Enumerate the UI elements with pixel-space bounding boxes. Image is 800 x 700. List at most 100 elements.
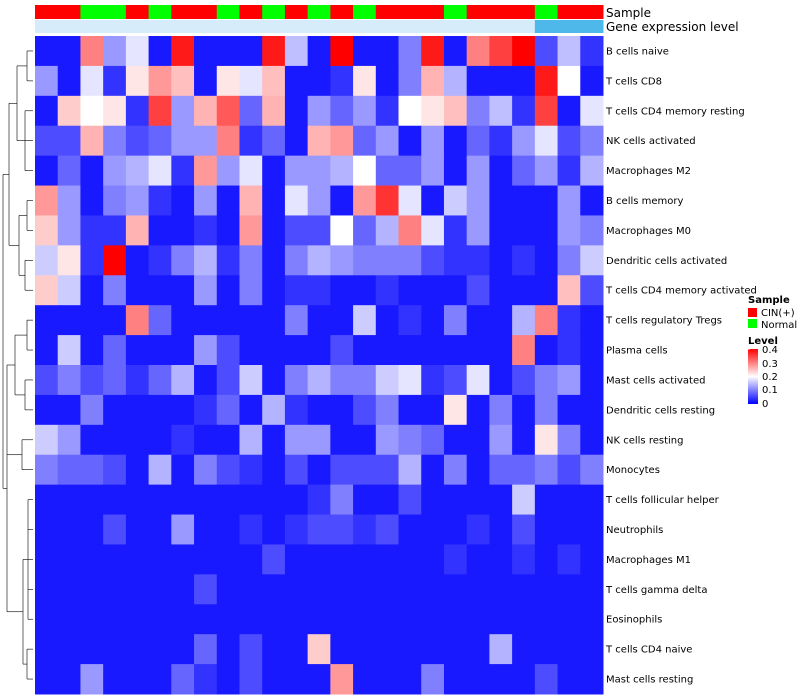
legend-swatch-normal <box>748 319 757 328</box>
heatmap-cell <box>489 215 513 246</box>
heatmap-cell <box>148 664 172 695</box>
heatmap-cell <box>580 215 604 246</box>
heatmap-cell <box>35 215 59 246</box>
heatmap-cell <box>466 335 490 366</box>
heatmap-cell <box>216 65 240 97</box>
heatmap-cell <box>307 634 331 665</box>
heatmap-cell <box>557 544 581 575</box>
heatmap-cell <box>57 245 81 276</box>
heatmap-cell <box>194 604 218 635</box>
heatmap-cell <box>443 155 468 187</box>
heatmap-cell <box>489 484 513 516</box>
expression-annotation-cell <box>148 20 172 33</box>
heatmap-cell <box>375 394 400 426</box>
expression-annotation-cell <box>580 20 604 33</box>
heatmap-cell <box>307 245 331 276</box>
heatmap-cell <box>580 424 604 456</box>
expression-annotation-cell <box>489 20 513 33</box>
heatmap-cell <box>171 95 195 127</box>
expression-annotation-cell <box>216 20 240 33</box>
heatmap-cell <box>330 335 354 366</box>
heatmap-cell <box>580 36 604 67</box>
heatmap-cell <box>534 155 559 187</box>
legend-level-colorbar <box>748 349 758 404</box>
heatmap-cell <box>466 424 490 456</box>
heatmap-cell <box>375 544 400 575</box>
heatmap-cell <box>466 125 490 157</box>
heatmap-cell <box>80 305 104 336</box>
row-label: Plasma cells <box>606 346 668 357</box>
heatmap-cell <box>307 544 331 575</box>
heatmap-cell <box>125 245 150 276</box>
heatmap-cell <box>466 155 490 187</box>
heatmap-cell <box>216 36 240 67</box>
heatmap-cell <box>512 394 536 426</box>
heatmap-cell <box>443 634 468 665</box>
heatmap-cell <box>489 185 513 216</box>
heatmap-cell <box>80 514 104 545</box>
heatmap-cell <box>330 95 354 127</box>
heatmap-cell <box>80 484 104 516</box>
heatmap-cell <box>57 215 81 246</box>
heatmap-cell <box>307 95 331 127</box>
heatmap-cell <box>80 155 104 187</box>
heatmap-cell <box>125 335 150 366</box>
row-label: Mast cells activated <box>606 375 705 386</box>
heatmap-cell <box>353 305 377 336</box>
heatmap-cell <box>57 574 81 605</box>
heatmap-cell <box>580 155 604 187</box>
heatmap-cell <box>443 394 468 426</box>
sample-annotation-cell <box>80 5 104 19</box>
heatmap-cell <box>125 424 150 456</box>
heatmap-cell <box>103 95 127 127</box>
heatmap-cell <box>443 275 468 306</box>
expression-annotation-cell <box>466 20 490 33</box>
heatmap-cell <box>330 125 354 157</box>
heatmap-cell <box>171 36 195 67</box>
heatmap-cell <box>398 125 422 157</box>
expression-annotation-cell <box>35 20 59 33</box>
heatmap-cell <box>512 664 536 695</box>
heatmap-cell <box>125 514 150 545</box>
heatmap-cell <box>489 335 513 366</box>
heatmap-cell <box>125 36 150 67</box>
heatmap-cell <box>421 125 445 157</box>
heatmap-cell <box>534 36 559 67</box>
heatmap-cell <box>57 604 81 635</box>
heatmap-cell <box>330 365 354 396</box>
heatmap-cell <box>171 185 195 216</box>
heatmap-cell <box>284 574 309 605</box>
heatmap-cell <box>80 65 104 97</box>
heatmap-cell <box>353 574 377 605</box>
annotation-label-gene-expression: Gene expression level <box>606 20 739 34</box>
row-label: B cells memory <box>606 196 683 207</box>
heatmap-cell <box>103 215 127 246</box>
heatmap-cell <box>148 514 172 545</box>
heatmap-cell <box>580 305 604 336</box>
heatmap-cell <box>489 125 513 157</box>
heatmap-cell <box>194 215 218 246</box>
heatmap-cell <box>580 95 604 127</box>
expression-annotation-cell <box>534 20 559 33</box>
heatmap-cell <box>398 155 422 187</box>
heatmap-cell <box>239 454 263 486</box>
heatmap-cell <box>103 664 127 695</box>
heatmap-cell <box>171 514 195 545</box>
heatmap-cell <box>307 394 331 426</box>
expression-annotation-cell <box>421 20 445 33</box>
heatmap-cell <box>148 95 172 127</box>
sample-annotation-cell <box>512 5 536 19</box>
heatmap-cell <box>35 185 59 216</box>
heatmap-cell <box>194 335 218 366</box>
heatmap-cell <box>35 664 59 695</box>
heatmap-cell <box>103 365 127 396</box>
heatmap-cell <box>57 365 81 396</box>
heatmap-cell <box>148 574 172 605</box>
heatmap-cell <box>125 634 150 665</box>
heatmap-cell <box>557 125 581 157</box>
heatmap-cell <box>35 454 59 486</box>
heatmap-cell <box>284 36 309 67</box>
heatmap-cell <box>57 125 81 157</box>
sample-annotation-cell <box>262 5 286 19</box>
heatmap-cell <box>443 365 468 396</box>
